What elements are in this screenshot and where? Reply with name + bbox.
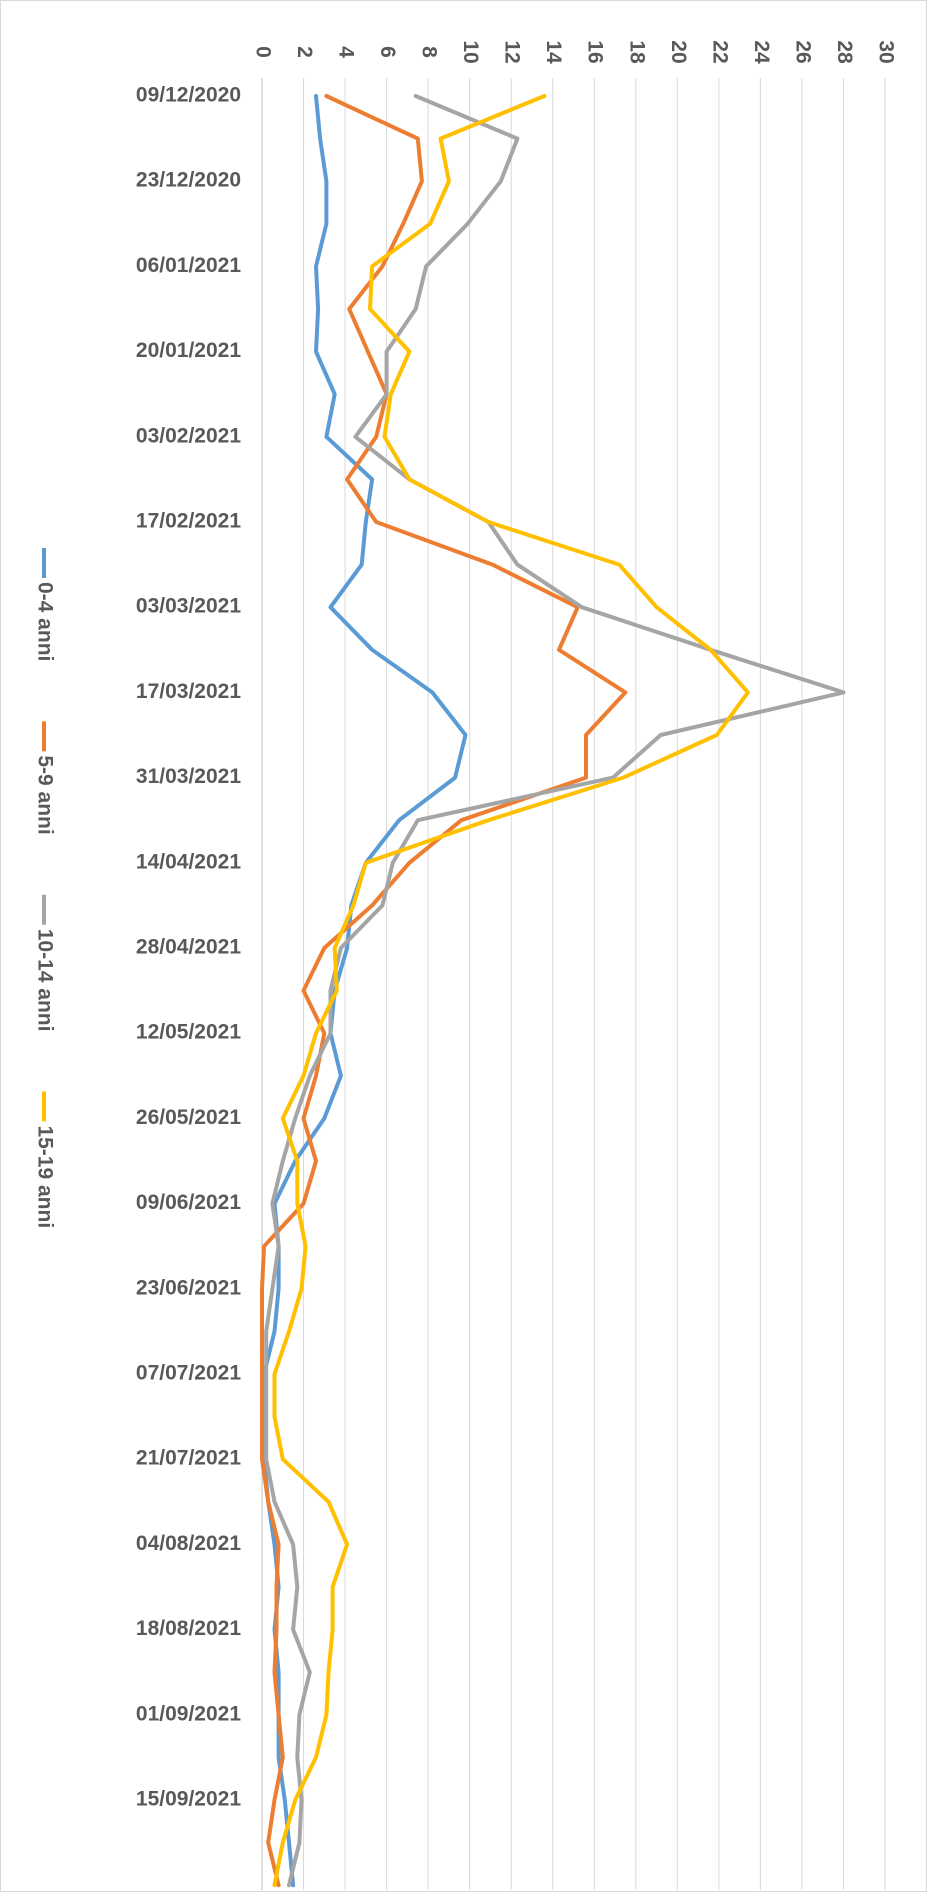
y-tick-label: 24: [750, 40, 773, 64]
x-tick-label: 03/03/2021: [136, 595, 241, 618]
y-tick-label: 6: [376, 46, 399, 58]
y-tick-label: 30: [874, 40, 897, 63]
x-tick-label: 06/01/2021: [136, 254, 241, 277]
series-line: [272, 94, 750, 1888]
series-line: [260, 94, 628, 1888]
legend-label: 15-19 anni: [33, 1125, 56, 1228]
y-tick-label: 14: [542, 40, 565, 64]
x-tick-label: 07/07/2021: [136, 1362, 241, 1385]
x-tick-label: 18/08/2021: [136, 1617, 241, 1640]
y-tick-label: 8: [418, 46, 441, 58]
y-tick-label: 22: [708, 40, 731, 63]
x-tick-label: 31/03/2021: [136, 765, 241, 788]
y-tick-label: 20: [667, 40, 690, 63]
x-tick-label: 23/06/2021: [136, 1276, 241, 1299]
legend-label: 5-9 anni: [33, 755, 56, 834]
y-tick-label: 28: [833, 40, 856, 64]
y-tick-label: 18: [625, 40, 648, 64]
x-tick-label: 15/09/2021: [136, 1788, 241, 1811]
y-tick-label: 2: [293, 46, 316, 58]
y-tick-label: 4: [335, 46, 358, 58]
x-tick-label: 03/02/2021: [136, 424, 241, 447]
x-tick-label: 09/12/2020: [136, 84, 241, 107]
x-tick-label: 28/04/2021: [136, 936, 241, 959]
y-tick-label: 10: [459, 40, 482, 63]
x-tick-label: 09/06/2021: [136, 1191, 241, 1214]
x-tick-label: 23/12/2020: [136, 169, 241, 192]
y-tick-label: 0: [251, 46, 274, 58]
y-tick-label: 12: [501, 40, 524, 63]
x-tick-label: 14/04/2021: [136, 850, 241, 873]
x-tick-label: 01/09/2021: [136, 1702, 241, 1725]
x-tick-label: 12/05/2021: [136, 1021, 241, 1044]
x-tick-label: 21/07/2021: [136, 1447, 241, 1470]
x-tick-label: 17/03/2021: [136, 680, 241, 703]
x-tick-label: 26/05/2021: [136, 1106, 241, 1129]
legend-label: 10-14 anni: [33, 929, 56, 1032]
x-tick-label: 17/02/2021: [136, 510, 241, 533]
x-tick-label: 04/08/2021: [136, 1532, 241, 1555]
x-tick-label: 20/01/2021: [136, 339, 241, 362]
y-tick-label: 16: [584, 40, 607, 63]
legend-label: 0-4 anni: [33, 582, 56, 661]
series-line: [264, 94, 846, 1888]
y-tick-label: 26: [791, 40, 814, 63]
